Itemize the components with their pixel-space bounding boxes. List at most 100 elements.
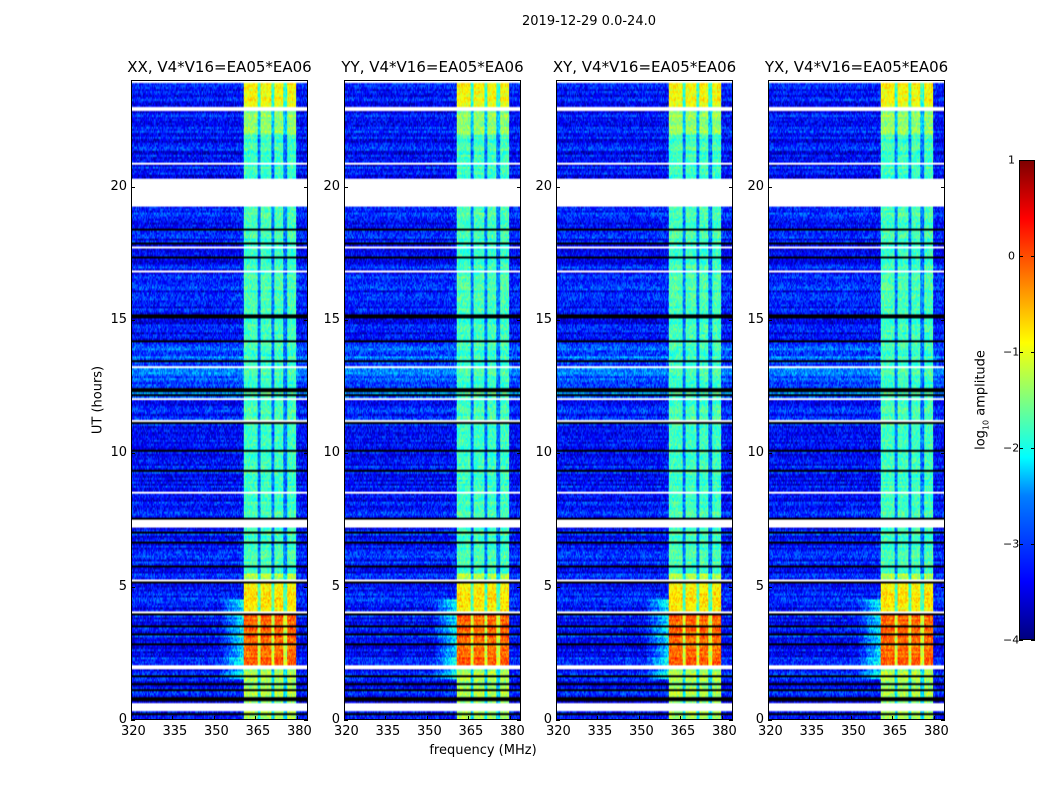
y-tick: [344, 586, 348, 588]
x-tick-label: 335: [587, 724, 613, 739]
panel-title: YY, V4*V16=EA05*EA06: [341, 58, 524, 76]
y-tick-label: 15: [110, 312, 127, 327]
x-tick-label: 365: [245, 724, 271, 739]
y-tick: [517, 320, 521, 321]
y-tick-label: 20: [747, 178, 764, 194]
colorbar-tick: [1019, 640, 1023, 641]
y-tick: [768, 186, 772, 188]
x-axis-label: frequency (MHz): [429, 743, 537, 758]
x-tick: [468, 716, 470, 720]
x-tick: [426, 716, 428, 720]
colorbar-tick: [1031, 640, 1035, 641]
x-tick: [597, 716, 599, 720]
y-tick: [941, 320, 945, 321]
y-tick-label: 0: [118, 712, 127, 727]
spectrogram-panel-4: [768, 80, 945, 720]
x-tick: [509, 716, 511, 720]
y-tick-label: 20: [110, 178, 127, 194]
y-tick: [344, 453, 348, 455]
colorbar-label: log10 amplitude: [973, 350, 991, 450]
colorbar-tick-label: 1: [1008, 153, 1015, 167]
y-tick-label: 5: [543, 578, 552, 594]
y-tick: [556, 586, 560, 588]
y-tick: [304, 586, 308, 588]
y-tick-label: 20: [323, 178, 340, 194]
y-tick-label: 10: [110, 445, 127, 461]
x-tick-label: 335: [162, 724, 188, 739]
colorbar: [1019, 160, 1035, 640]
x-tick: [172, 716, 174, 720]
x-tick-label: 350: [840, 724, 866, 739]
colorbar-tick: [1019, 160, 1023, 161]
x-tick: [638, 716, 640, 720]
y-tick: [941, 720, 945, 721]
x-tick-label: 350: [416, 724, 442, 739]
y-tick: [729, 186, 733, 188]
x-tick: [296, 716, 298, 720]
y-tick: [556, 720, 560, 721]
y-tick: [131, 453, 135, 455]
y-tick: [304, 186, 308, 188]
colorbar-tick: [1031, 160, 1035, 161]
y-tick: [517, 186, 521, 188]
y-tick-label: 5: [755, 578, 764, 594]
y-axis-label: UT (hours): [90, 365, 106, 435]
y-tick: [729, 720, 733, 721]
colorbar-tick-label: −3: [1003, 537, 1020, 551]
y-tick-label: 10: [747, 445, 764, 461]
x-tick: [850, 716, 852, 720]
y-tick: [304, 453, 308, 455]
panel-title: XX, V4*V16=EA05*EA06: [127, 58, 312, 76]
spectrogram-panel-3: [556, 80, 733, 720]
y-tick: [941, 453, 945, 455]
x-tick-label: 380: [286, 724, 312, 739]
y-tick-label: 15: [323, 312, 340, 327]
spectrogram-panel-1: [131, 80, 308, 720]
x-tick-label: 365: [458, 724, 484, 739]
y-tick: [729, 586, 733, 588]
x-tick: [344, 716, 345, 720]
spectrogram-image: [345, 81, 520, 719]
x-tick: [768, 716, 769, 720]
y-tick-label: 10: [323, 445, 340, 461]
x-tick-label: 320: [334, 724, 359, 739]
colorbar-tick: [1019, 448, 1023, 449]
colorbar-tick-label: 0: [1008, 249, 1015, 263]
x-tick-label: 380: [923, 724, 949, 739]
x-tick: [556, 716, 557, 720]
colorbar-tick-label: −2: [1003, 441, 1020, 455]
y-tick-label: 5: [331, 578, 340, 594]
figure-title: 2019-12-29 0.0-24.0: [522, 14, 656, 29]
y-tick: [556, 453, 560, 455]
y-tick: [556, 320, 560, 321]
colorbar-tick-label: −4: [1003, 633, 1020, 647]
colorbar-tick: [1019, 256, 1023, 257]
y-tick: [729, 453, 733, 455]
x-tick: [721, 716, 723, 720]
y-tick: [344, 320, 348, 321]
y-tick-label: 15: [535, 312, 552, 327]
x-tick: [213, 716, 215, 720]
y-tick: [556, 186, 560, 188]
x-tick: [892, 716, 894, 720]
spectrogram-image: [769, 81, 944, 719]
y-tick-label: 20: [535, 178, 552, 194]
y-tick: [131, 586, 135, 588]
spectrogram-panel-2: [344, 80, 521, 720]
y-tick-label: 15: [747, 312, 764, 327]
y-tick: [941, 186, 945, 188]
x-tick-label: 335: [799, 724, 825, 739]
x-tick-label: 320: [121, 724, 146, 739]
x-tick: [131, 716, 132, 720]
y-tick: [768, 586, 772, 588]
y-tick-label: 0: [331, 712, 340, 727]
colorbar-tick: [1031, 352, 1035, 353]
x-tick: [809, 716, 811, 720]
y-tick: [517, 453, 521, 455]
panel-title: YX, V4*V16=EA05*EA06: [764, 58, 949, 76]
y-tick: [131, 186, 135, 188]
x-tick-label: 350: [203, 724, 229, 739]
y-tick-label: 5: [118, 578, 127, 594]
y-tick-label: 0: [543, 712, 552, 727]
